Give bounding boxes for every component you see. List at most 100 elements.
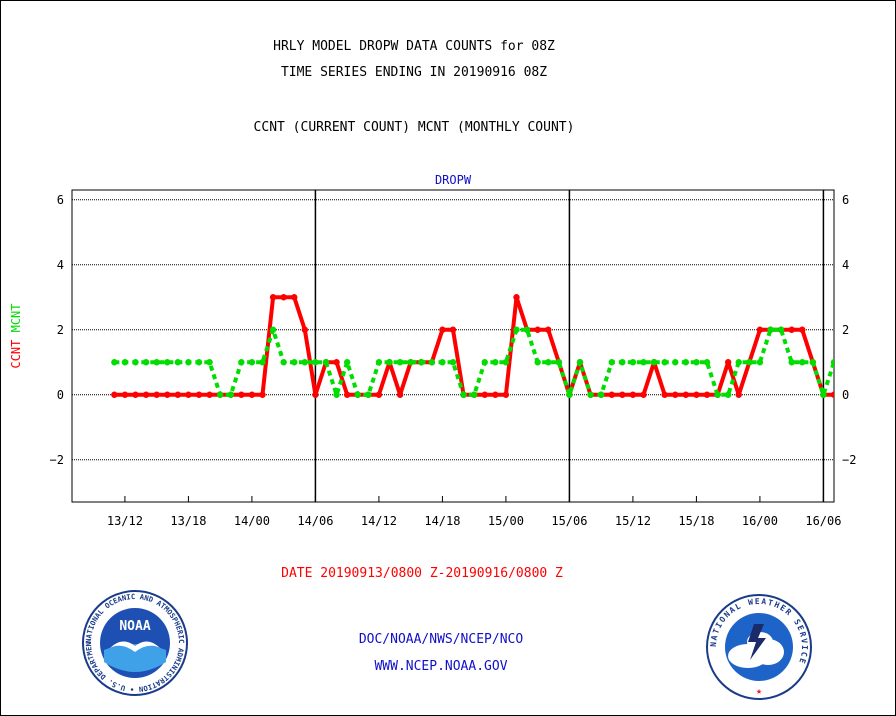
- y-tick-label-right: 4: [842, 258, 849, 272]
- data-point-ccnt: [185, 391, 192, 398]
- data-point-mcnt: [777, 326, 785, 333]
- noaa-logo-text: NOAA: [119, 619, 150, 634]
- data-point-mcnt: [460, 391, 467, 398]
- chart-svg: 6 6 4 4 2 2 0 0 −2 −2 13/12 13/18 14/00 14/06 14/12 14/…: [0, 173, 856, 528]
- x-tick-label: 15/06: [551, 514, 587, 528]
- data-point-mcnt: [153, 359, 160, 366]
- data-point-mcnt: [111, 359, 118, 366]
- data-point-mcnt: [799, 359, 806, 366]
- data-point-ccnt: [788, 326, 795, 333]
- data-point-mcnt: [164, 359, 171, 366]
- noaa-logo: NATIONAL OCEANIC AND ATMOSPHERIC ADMINIS…: [82, 590, 188, 696]
- data-point-mcnt: [470, 391, 478, 398]
- data-point-mcnt: [545, 359, 552, 366]
- data-point-ccnt: [799, 326, 806, 333]
- y-tick-label-left: 6: [57, 193, 64, 207]
- data-point-mcnt: [693, 359, 700, 366]
- data-point-ccnt: [0, 392, 3, 398]
- org-line: DOC/NOAA/NWS/NCEP/NCO: [358, 632, 524, 647]
- data-point-ccnt: [269, 294, 277, 301]
- data-point-mcnt: [142, 359, 150, 366]
- data-point-ccnt: [492, 391, 499, 398]
- data-point-mcnt: [640, 359, 647, 366]
- data-point-mcnt: [333, 391, 340, 398]
- y-tick-label-left: 0: [57, 388, 64, 402]
- data-point-ccnt: [724, 359, 732, 366]
- data-point-mcnt: [407, 359, 414, 366]
- subtitle: CCNT (CURRENT COUNT) MCNT (MONTHLY COUNT…: [253, 120, 575, 135]
- data-point-mcnt: [555, 359, 563, 366]
- data-point-mcnt: [121, 359, 129, 366]
- data-point-mcnt: [724, 391, 732, 398]
- data-point-mcnt: [174, 359, 182, 366]
- y-tick-label-right: 0: [842, 388, 849, 402]
- data-point-mcnt: [0, 392, 3, 398]
- data-point-mcnt: [343, 359, 351, 366]
- data-point-mcnt: [682, 359, 690, 366]
- data-point-mcnt: [534, 359, 541, 366]
- data-point-ccnt: [153, 391, 160, 398]
- data-point-ccnt: [259, 391, 266, 398]
- data-point-mcnt: [597, 391, 605, 398]
- data-point-mcnt: [449, 359, 457, 366]
- data-point-mcnt: [746, 359, 753, 366]
- series-line-ccnt: [114, 295, 834, 397]
- x-tick-label: 14/00: [234, 514, 270, 528]
- data-point-ccnt: [132, 391, 139, 398]
- data-point-mcnt: [354, 391, 361, 398]
- x-tick-label: 14/12: [361, 514, 397, 528]
- y-label-ccnt: CCNT: [9, 332, 23, 368]
- data-point-mcnt: [661, 359, 668, 366]
- data-point-mcnt: [650, 359, 658, 366]
- data-point-ccnt: [502, 391, 510, 398]
- data-point-ccnt: [343, 391, 351, 398]
- data-point-ccnt: [449, 326, 457, 333]
- data-point-mcnt: [206, 359, 213, 366]
- data-point-ccnt: [513, 294, 520, 301]
- y-axis-label: CCNT MCNT: [9, 303, 23, 368]
- data-point-ccnt: [238, 391, 245, 398]
- x-tick-label: 15/18: [678, 514, 714, 528]
- data-point-mcnt: [714, 391, 721, 398]
- data-point-ccnt: [672, 391, 679, 398]
- data-point-mcnt: [492, 359, 499, 366]
- data-point-mcnt: [523, 326, 531, 333]
- data-point-ccnt: [111, 391, 118, 398]
- data-point-ccnt: [301, 326, 309, 333]
- data-point-ccnt: [661, 391, 668, 398]
- data-point-mcnt: [513, 326, 520, 333]
- data-point-ccnt: [545, 326, 552, 333]
- data-point-mcnt: [566, 391, 573, 398]
- title-line-2: TIME SERIES ENDING IN 20190916 08Z: [280, 65, 548, 80]
- x-tick-label: 16/06: [805, 514, 841, 528]
- data-point-mcnt: [365, 391, 372, 398]
- date-range-label: DATE 20190913/0800 Z-20190916/0800 Z: [281, 566, 563, 581]
- plot-area-border: [71, 189, 835, 503]
- data-point-ccnt: [206, 391, 213, 398]
- data-point-ccnt: [195, 391, 203, 398]
- data-point-mcnt: [301, 359, 309, 366]
- data-point-mcnt: [291, 359, 298, 366]
- data-point-mcnt: [216, 391, 224, 398]
- data-point-ccnt: [693, 391, 700, 398]
- data-point-mcnt: [619, 359, 626, 366]
- y-tick-label-right: 2: [842, 323, 849, 337]
- data-point-mcnt: [259, 359, 266, 366]
- x-tick-label: 16/00: [742, 514, 778, 528]
- data-point-mcnt: [830, 359, 834, 366]
- data-point-ccnt: [608, 391, 615, 398]
- data-point-mcnt: [608, 359, 615, 366]
- data-point-ccnt: [682, 391, 690, 398]
- data-point-ccnt: [396, 391, 404, 398]
- y-tick-label-left: 4: [57, 258, 64, 272]
- chart-title: DROPW: [435, 173, 472, 187]
- data-point-ccnt: [735, 391, 742, 398]
- data-point-ccnt: [333, 359, 340, 366]
- data-point-ccnt: [756, 326, 764, 333]
- data-point-mcnt: [481, 359, 488, 366]
- data-point-mcnt: [788, 359, 795, 366]
- data-point-mcnt: [238, 359, 245, 366]
- data-point-ccnt: [248, 391, 256, 398]
- data-point-mcnt: [809, 359, 817, 366]
- data-point-ccnt: [164, 391, 171, 398]
